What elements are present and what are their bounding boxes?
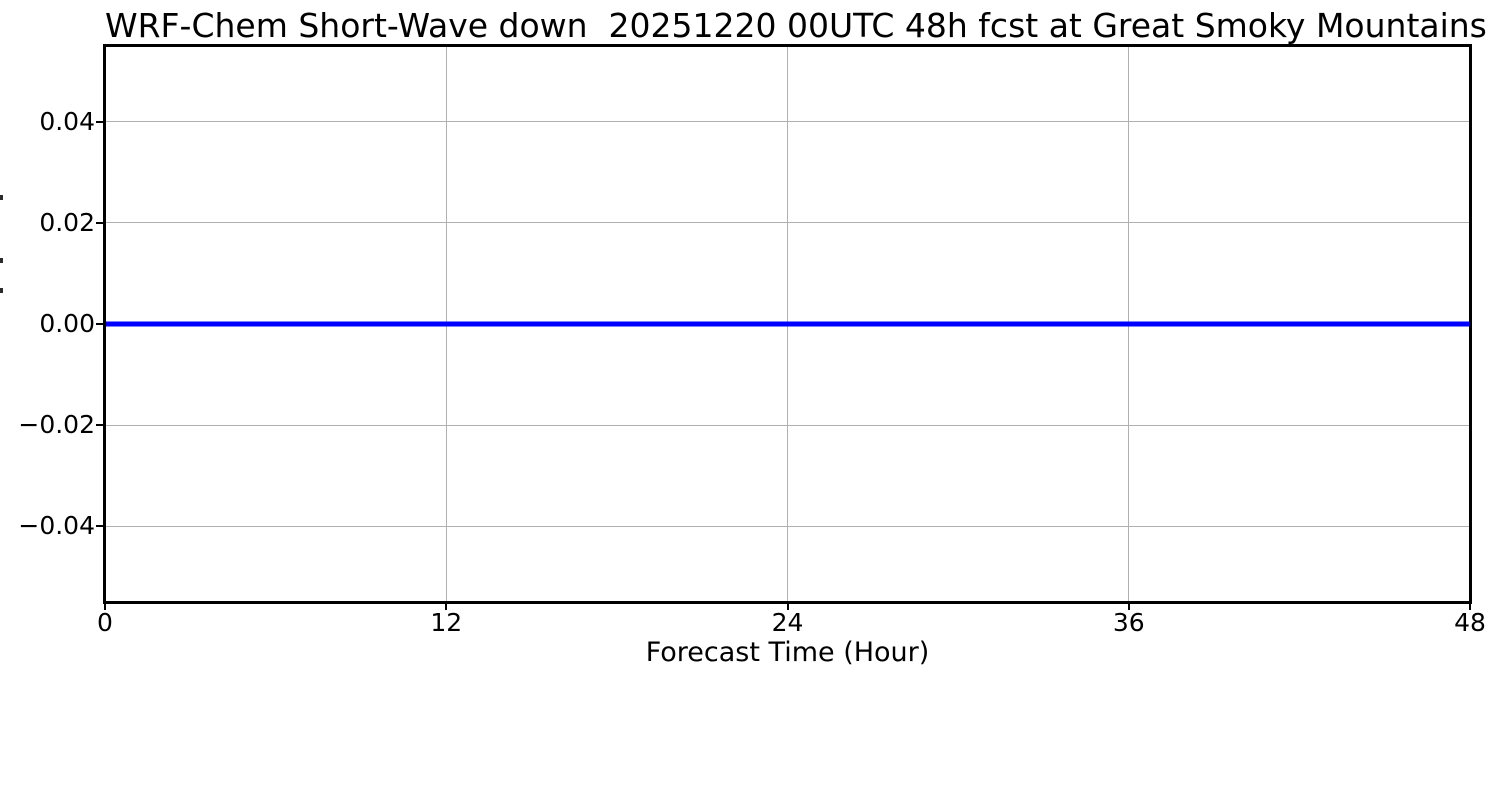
x-axis-tick-label: 36 xyxy=(1112,608,1145,637)
x-axis-tick xyxy=(1469,604,1471,610)
plot-area: 0 12 24 36 48 0.04 0.02 0.00 −0.02 −0.04 xyxy=(18,44,1486,637)
x-axis-tick-label: 0 xyxy=(97,608,113,637)
series-layer xyxy=(105,321,1470,327)
gridline-horizontal xyxy=(105,525,1470,527)
y-axis-tick-label: 0.00 xyxy=(39,309,95,338)
y-axis-label-clipped-fragment xyxy=(0,258,3,263)
y-axis-tick xyxy=(96,424,103,427)
x-axis-tick-label: 12 xyxy=(430,608,463,637)
x-axis-label: Forecast Time (Hour) xyxy=(645,637,930,668)
x-axis-tick-label: 48 xyxy=(1454,608,1486,637)
y-axis-tick-label: 0.04 xyxy=(39,106,95,136)
x-axis-tick xyxy=(445,604,448,610)
y-axis-tick xyxy=(96,120,103,123)
y-axis-label-clipped-fragment xyxy=(0,195,3,200)
chart-title: WRF-Chem Short-Wave down 20251220 00UTC … xyxy=(105,6,1487,45)
y-axis-tick xyxy=(96,323,103,325)
gridline-horizontal xyxy=(105,121,1470,123)
x-axis-tick xyxy=(1127,604,1130,610)
y-axis-tick xyxy=(96,221,103,224)
y-axis-tick-label: −0.02 xyxy=(18,410,95,440)
gridline-horizontal xyxy=(105,222,1470,224)
x-axis-tick xyxy=(104,604,106,610)
y-axis-label-clipped-fragment xyxy=(0,288,3,293)
x-axis-tick-label: 24 xyxy=(771,608,804,637)
y-axis-tick xyxy=(96,525,103,528)
y-axis-tick-label: −0.04 xyxy=(18,511,95,541)
x-axis-tick xyxy=(786,604,789,610)
y-axis-tick-label: 0.02 xyxy=(39,207,95,237)
gridline-horizontal xyxy=(105,424,1470,426)
